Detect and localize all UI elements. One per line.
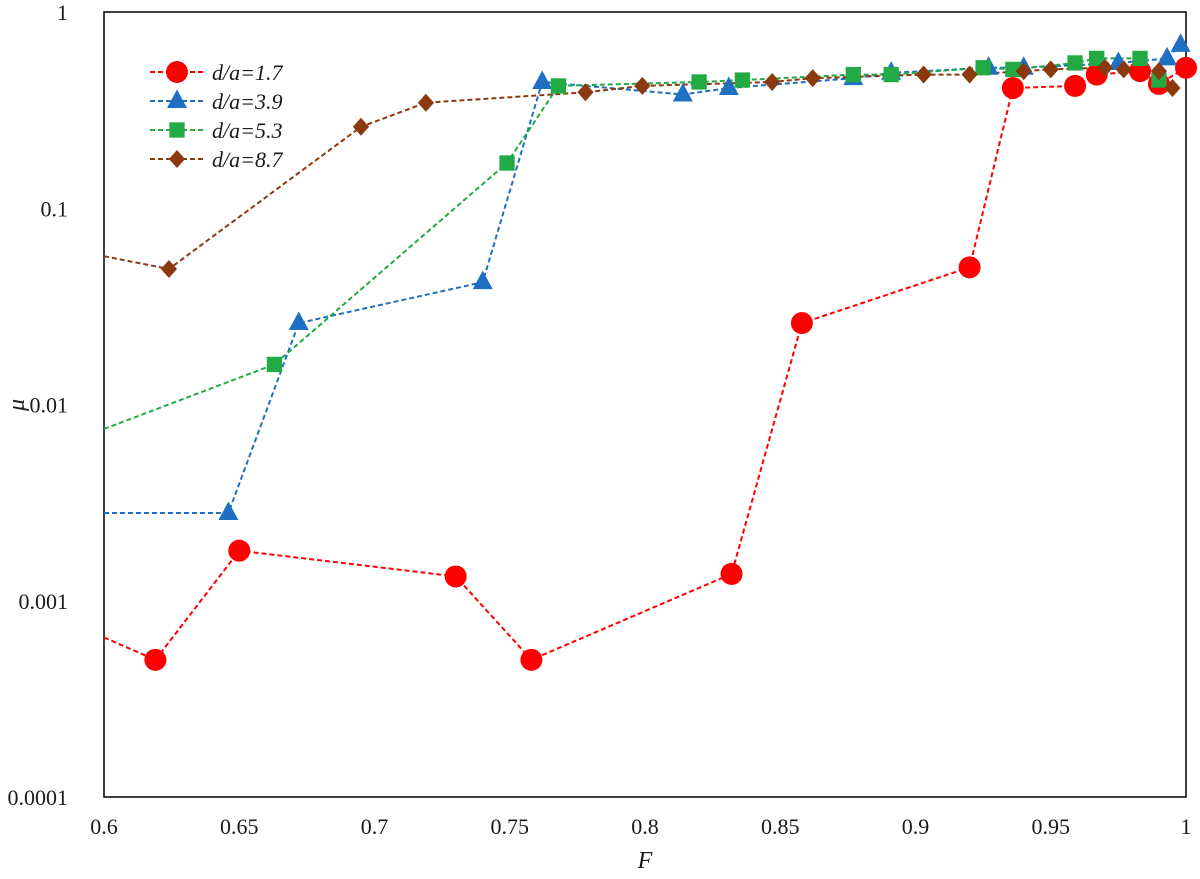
y-tick-label: 1	[57, 0, 68, 25]
data-point-series-2	[218, 501, 239, 520]
x-tick-label: 0.85	[761, 814, 800, 839]
x-tick-label: 0.9	[902, 814, 930, 839]
data-point-series-3	[691, 74, 707, 90]
x-tick-labels: 0.6 0.65 0.7 0.75 0.8 0.85 0.9 0.95 1	[90, 814, 1191, 839]
data-point-series-1	[144, 648, 167, 671]
legend-label: d/a=8.7	[212, 147, 283, 172]
data-point-series-3	[1005, 61, 1021, 78]
data-point-series-2	[672, 82, 693, 102]
data-point-series-3	[1089, 50, 1105, 67]
legend-label: d/a=3.9	[212, 89, 282, 114]
data-point-series-4	[577, 83, 594, 102]
data-point-series-1	[1001, 76, 1024, 99]
data-point-series-4	[417, 93, 434, 112]
data-point-series-4	[764, 72, 781, 91]
series-line-1	[103, 66, 1187, 662]
data-point-series-1	[720, 562, 743, 585]
x-tick-label: 1	[1181, 814, 1192, 839]
data-point-series-3	[734, 72, 751, 88]
data-point-series-4	[1096, 58, 1113, 77]
legend-marker	[167, 89, 187, 108]
data-point-series-4	[1015, 62, 1032, 81]
data-point-series-2	[532, 70, 553, 89]
y-tick-labels: 0.0001 0.001 0.01 0.1 1	[8, 0, 69, 810]
x-tick-label: 0.7	[361, 814, 389, 839]
data-point-series-4	[1042, 60, 1059, 79]
data-point-series-4	[352, 117, 370, 136]
legend-marker	[166, 61, 188, 83]
y-axis-label: μ	[4, 399, 30, 412]
data-point-series-3	[975, 60, 991, 76]
data-point-series-3	[883, 66, 899, 83]
y-tick-label: 0.1	[41, 196, 69, 221]
legend-label: d/a=1.7	[212, 60, 283, 85]
data-point-series-3	[845, 66, 861, 83]
data-point-series-4	[961, 65, 978, 84]
data-point-series-4	[804, 69, 821, 88]
data-point-series-4	[1115, 60, 1132, 79]
data-point-series-3	[266, 356, 283, 373]
x-tick-label: 0.95	[1032, 814, 1071, 839]
y-tick-label: 0.01	[30, 393, 69, 418]
data-point-series-2	[1157, 46, 1178, 66]
legend-label: d/a=5.3	[212, 118, 282, 143]
data-point-series-3	[550, 78, 567, 94]
data-point-series-1	[790, 312, 813, 335]
legend: d/a=1.7 d/a=3.9 d/a=5.3 d/a=8.7	[150, 60, 283, 172]
x-axis-label: F	[637, 848, 653, 874]
data-point-series-1	[1064, 74, 1087, 97]
y-tick-label: 0.001	[19, 589, 69, 614]
data-point-series-4	[634, 76, 651, 95]
data-point-series-4	[1150, 62, 1168, 81]
x-tick-label: 0.65	[220, 814, 259, 839]
data-point-series-4	[1164, 78, 1181, 97]
x-tick-label: 0.8	[631, 814, 659, 839]
legend-marker	[168, 150, 186, 168]
data-point-series-1	[444, 565, 467, 588]
x-tick-label: 0.6	[90, 814, 118, 839]
data-point-series-3	[499, 155, 515, 171]
data-point-series-4	[160, 260, 178, 279]
data-point-series-1	[520, 648, 543, 671]
plot-area	[103, 11, 1187, 798]
data-point-series-4	[915, 65, 932, 84]
data-point-series-2	[1170, 33, 1191, 52]
data-point-series-1	[958, 256, 981, 279]
x-tick-label: 0.75	[491, 814, 530, 839]
data-point-series-1	[1175, 56, 1197, 79]
series-line-2	[104, 44, 1182, 514]
y-tick-label: 0.0001	[8, 785, 69, 810]
series-markers	[144, 33, 1197, 671]
data-point-series-1	[228, 539, 251, 562]
data-point-series-2	[472, 270, 493, 290]
legend-marker	[169, 122, 185, 138]
data-point-series-3	[1067, 55, 1083, 71]
series-line-3	[103, 57, 1160, 430]
data-point-series-2	[718, 76, 739, 95]
data-point-series-2	[288, 311, 309, 331]
data-point-series-3	[1132, 50, 1148, 67]
